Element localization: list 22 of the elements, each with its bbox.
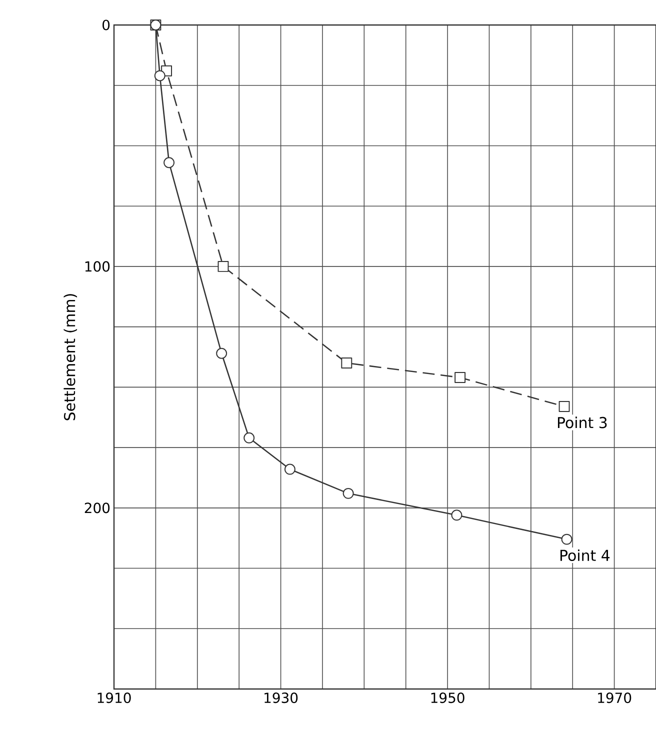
point (342, 488, 354, 499)
point (154, 70, 166, 82)
point (558, 401, 570, 412)
point (454, 372, 466, 384)
x-tick-label: 1910 (98, 692, 131, 704)
x-tick-label: 1970 (598, 692, 632, 704)
point (218, 260, 229, 272)
point (164, 157, 175, 168)
y-tick-label: 0 (102, 20, 110, 30)
point (561, 534, 572, 545)
y-axis-title: Settlement (mm) (64, 294, 78, 420)
point (244, 432, 255, 444)
x-tick-label: 1950 (431, 692, 464, 704)
x-tick-label: 1930 (264, 692, 298, 704)
y-tick-label: 100 (85, 261, 110, 272)
series-label: Point 3 (558, 416, 607, 428)
y-tick-label: 200 (84, 502, 110, 514)
point (451, 510, 462, 521)
point (216, 348, 228, 359)
point (341, 358, 352, 369)
series-label: Point 4 (560, 549, 610, 562)
point (284, 464, 296, 475)
